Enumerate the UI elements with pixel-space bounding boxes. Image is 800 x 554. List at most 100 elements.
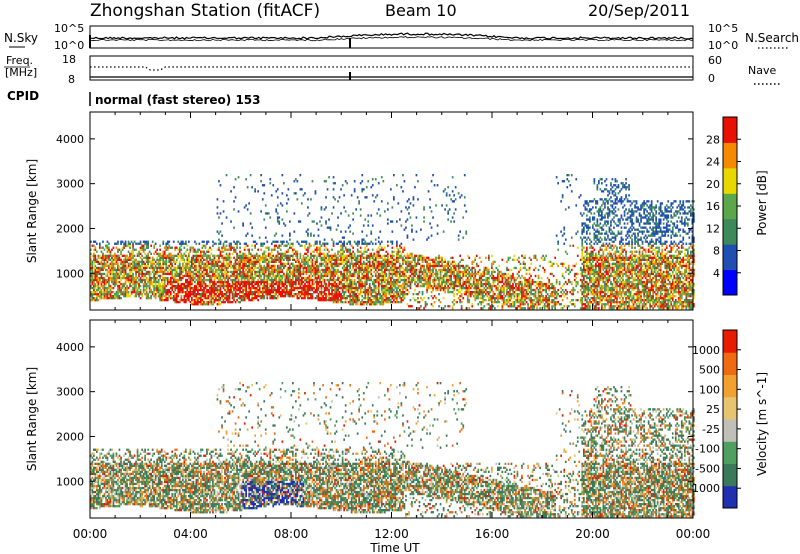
- echo-cell: [192, 301, 195, 304]
- echo-cell: [361, 295, 364, 298]
- echo-cell: [326, 268, 329, 272]
- echo-cell: [275, 274, 278, 278]
- echo-cell: [353, 268, 356, 272]
- echo-cell: [403, 274, 406, 278]
- echo-cell: [307, 248, 309, 251]
- echo-cell: [424, 303, 427, 306]
- echo-cell: [130, 240, 133, 243]
- echo-cell: [219, 250, 222, 253]
- echo-cell: [103, 266, 106, 270]
- echo-cell: [172, 258, 175, 261]
- echo-cell: [299, 244, 302, 247]
- echo-cell: [296, 297, 299, 300]
- echo-cell: [135, 293, 137, 296]
- echo-cell: [154, 260, 157, 263]
- echo-cell: [433, 284, 436, 288]
- echo-cell: [298, 270, 300, 274]
- echo-cell: [182, 240, 184, 243]
- echo-cell: [362, 238, 365, 241]
- echo-cell: [382, 299, 385, 302]
- echo-cell: [314, 276, 317, 280]
- echo-cell: [349, 240, 351, 243]
- echo-cell: [382, 274, 385, 278]
- echo-cell: [426, 288, 428, 292]
- echo-cell: [341, 278, 344, 282]
- echo-cell: [192, 246, 195, 249]
- echo-cell: [242, 299, 244, 302]
- echo-cell: [237, 240, 240, 243]
- echo-cell: [346, 270, 348, 274]
- echo-cell: [377, 250, 380, 253]
- echo-cell: [340, 293, 342, 296]
- echo-cell: [322, 291, 324, 294]
- echo-cell: [448, 260, 451, 263]
- echo-cell: [287, 295, 290, 298]
- echo-cell: [200, 254, 202, 257]
- echo-cell: [286, 194, 288, 197]
- echo-cell: [192, 248, 195, 251]
- echo-cell: [237, 254, 240, 257]
- echo-cell: [292, 256, 294, 259]
- echo-cell: [426, 266, 428, 270]
- echo-cell: [175, 266, 178, 270]
- echo-cell: [169, 276, 172, 280]
- echo-cell: [429, 278, 431, 282]
- echo-cell: [317, 234, 320, 237]
- echo-cell: [254, 264, 256, 268]
- echo-cell: [210, 295, 213, 298]
- echo-cell: [432, 270, 434, 274]
- echo-cell: [126, 254, 128, 257]
- echo-cell: [91, 282, 94, 286]
- echo-cell: [201, 246, 204, 249]
- echo-cell: [221, 280, 223, 284]
- echo-cell: [358, 264, 360, 268]
- echo-cell: [255, 266, 258, 270]
- echo-cell: [438, 258, 440, 261]
- echo-cell: [246, 278, 249, 282]
- echo-cell: [115, 268, 118, 272]
- echo-cell: [114, 242, 116, 245]
- echo-cell: [97, 284, 100, 288]
- echo-cell: [402, 190, 404, 193]
- echo-cell: [118, 268, 121, 272]
- echo-cell: [124, 286, 127, 290]
- echo-cell: [338, 254, 341, 257]
- echo-cell: [273, 266, 276, 270]
- echo-cell: [142, 240, 145, 243]
- echo-cell: [286, 276, 288, 280]
- echo-cell: [142, 288, 145, 292]
- echo-cell: [120, 262, 122, 265]
- echo-cell: [212, 301, 214, 304]
- echo-cell: [385, 268, 388, 272]
- echo-cell: [382, 291, 385, 294]
- echo-cell: [292, 248, 294, 251]
- echo-cell: [307, 288, 309, 292]
- echo-cell: [172, 295, 175, 298]
- echo-cell: [426, 280, 428, 284]
- echo-cell: [142, 262, 145, 265]
- echo-cell: [293, 252, 296, 255]
- echo-cell: [153, 291, 155, 294]
- echo-cell: [399, 288, 401, 292]
- echo-cell: [204, 295, 207, 298]
- echo-cell: [157, 270, 160, 274]
- echo-cell: [267, 268, 270, 272]
- echo-cell: [147, 297, 149, 300]
- echo-cell: [96, 295, 98, 298]
- echo-cell: [260, 282, 262, 286]
- echo-cell: [207, 295, 210, 298]
- echo-cell: [225, 216, 228, 219]
- echo-cell: [316, 262, 318, 265]
- echo-cell: [203, 276, 205, 280]
- echo-cell: [246, 232, 249, 235]
- echo-cell: [206, 295, 208, 298]
- echo-cell: [347, 288, 350, 292]
- echo-cell: [185, 240, 187, 243]
- echo-cell: [396, 244, 398, 247]
- echo-cell: [127, 266, 130, 270]
- echo-cell: [371, 258, 374, 261]
- echo-cell: [225, 244, 228, 247]
- echo-cell: [337, 242, 339, 245]
- echo-cell: [218, 246, 220, 249]
- echo-cell: [127, 258, 130, 261]
